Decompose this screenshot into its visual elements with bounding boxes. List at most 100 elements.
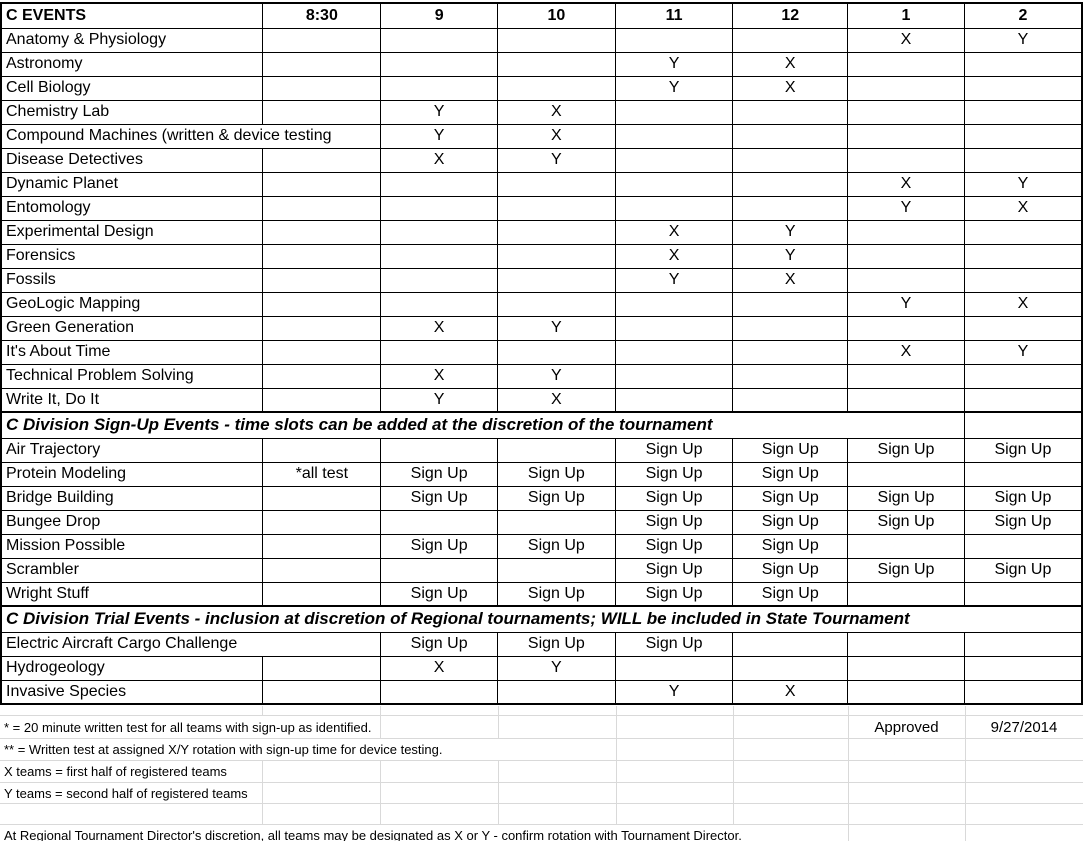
time-slot-cell[interactable] — [847, 147, 965, 173]
time-slot-cell[interactable] — [262, 219, 382, 245]
event-name-cell[interactable]: Compound Machines (written & device test… — [0, 123, 382, 149]
time-slot-cell[interactable]: Sign Up — [497, 581, 616, 607]
time-slot-cell[interactable] — [847, 75, 965, 101]
time-slot-cell[interactable]: Sign Up — [732, 437, 849, 463]
time-slot-cell[interactable]: Y — [614, 267, 734, 293]
time-slot-cell[interactable]: Y — [847, 195, 965, 221]
time-slot-cell[interactable]: X — [963, 291, 1083, 317]
time-slot-cell[interactable] — [497, 243, 616, 269]
time-slot-cell[interactable]: Y — [380, 123, 498, 149]
time-slot-cell[interactable] — [262, 267, 382, 293]
time-slot-cell[interactable] — [732, 339, 849, 365]
time-slot-cell[interactable]: Sign Up — [732, 557, 849, 583]
time-slot-cell[interactable] — [963, 631, 1083, 657]
time-slot-cell[interactable] — [497, 219, 616, 245]
time-slot-cell[interactable]: Sign Up — [847, 557, 965, 583]
time-slot-cell[interactable] — [847, 363, 965, 389]
event-name-cell[interactable]: It's About Time — [0, 339, 264, 365]
event-name-cell[interactable]: Anatomy & Physiology — [0, 27, 264, 53]
time-slot-cell[interactable]: Sign Up — [614, 437, 734, 463]
time-slot-cell[interactable] — [732, 99, 849, 125]
time-slot-cell[interactable]: Sign Up — [963, 557, 1083, 583]
time-slot-cell[interactable] — [614, 171, 734, 197]
time-slot-cell[interactable] — [963, 461, 1083, 487]
time-slot-cell[interactable] — [262, 655, 382, 681]
time-slot-cell[interactable] — [614, 195, 734, 221]
time-slot-cell[interactable]: Sign Up — [614, 631, 734, 657]
time-slot-cell[interactable]: Sign Up — [732, 581, 849, 607]
event-name-cell[interactable]: Disease Detectives — [0, 147, 264, 173]
event-name-cell[interactable]: Bungee Drop — [0, 509, 264, 535]
time-slot-cell[interactable]: Sign Up — [847, 485, 965, 511]
event-name-cell[interactable]: Entomology — [0, 195, 264, 221]
time-slot-cell[interactable]: X — [614, 219, 734, 245]
time-slot-cell[interactable] — [262, 195, 382, 221]
event-name-cell[interactable]: Technical Problem Solving — [0, 363, 264, 389]
section-header-cell[interactable]: C Division Sign-Up Events - time slots c… — [0, 411, 965, 439]
time-header-cell[interactable]: 12 — [732, 2, 849, 29]
time-slot-cell[interactable]: Y — [614, 75, 734, 101]
time-slot-cell[interactable] — [262, 339, 382, 365]
time-slot-cell[interactable] — [614, 339, 734, 365]
time-slot-cell[interactable]: Y — [380, 387, 498, 413]
time-slot-cell[interactable] — [614, 27, 734, 53]
time-slot-cell[interactable]: Sign Up — [963, 509, 1083, 535]
time-slot-cell[interactable] — [380, 195, 498, 221]
time-slot-cell[interactable] — [380, 51, 498, 77]
time-slot-cell[interactable] — [963, 581, 1083, 607]
time-header-cell[interactable]: 8:30 — [262, 2, 382, 29]
time-slot-cell[interactable] — [497, 509, 616, 535]
time-slot-cell[interactable] — [963, 123, 1083, 149]
time-slot-cell[interactable]: X — [847, 339, 965, 365]
time-slot-cell[interactable]: Y — [732, 243, 849, 269]
time-slot-cell[interactable]: Y — [847, 291, 965, 317]
time-slot-cell[interactable]: Sign Up — [847, 509, 965, 535]
time-slot-cell[interactable] — [963, 75, 1083, 101]
time-slot-cell[interactable]: X — [963, 195, 1083, 221]
time-slot-cell[interactable] — [380, 437, 498, 463]
time-header-cell[interactable]: 2 — [963, 2, 1083, 29]
time-slot-cell[interactable] — [497, 557, 616, 583]
time-slot-cell[interactable] — [963, 411, 1083, 439]
time-slot-cell[interactable] — [380, 267, 498, 293]
time-slot-cell[interactable] — [847, 219, 965, 245]
time-header-cell[interactable]: 11 — [614, 2, 734, 29]
time-slot-cell[interactable] — [847, 655, 965, 681]
time-slot-cell[interactable] — [963, 147, 1083, 173]
time-slot-cell[interactable]: Sign Up — [497, 533, 616, 559]
time-slot-cell[interactable] — [497, 171, 616, 197]
section-header-cell[interactable]: C Division Trial Events - inclusion at d… — [0, 605, 1083, 633]
event-name-cell[interactable]: Protein Modeling — [0, 461, 264, 487]
time-slot-cell[interactable]: Sign Up — [614, 581, 734, 607]
time-slot-cell[interactable] — [380, 219, 498, 245]
time-slot-cell[interactable] — [847, 99, 965, 125]
time-slot-cell[interactable]: Sign Up — [614, 509, 734, 535]
time-slot-cell[interactable]: Sign Up — [380, 461, 498, 487]
time-slot-cell[interactable] — [732, 655, 849, 681]
time-header-cell[interactable]: 1 — [847, 2, 965, 29]
time-slot-cell[interactable]: Y — [497, 147, 616, 173]
time-slot-cell[interactable]: X — [847, 27, 965, 53]
time-slot-cell[interactable]: Sign Up — [614, 557, 734, 583]
event-name-cell[interactable]: Fossils — [0, 267, 264, 293]
time-slot-cell[interactable] — [380, 171, 498, 197]
event-name-cell[interactable]: Wright Stuff — [0, 581, 264, 607]
time-slot-cell[interactable]: Y — [380, 99, 498, 125]
time-slot-cell[interactable] — [963, 315, 1083, 341]
time-slot-cell[interactable]: X — [497, 387, 616, 413]
time-slot-cell[interactable] — [847, 387, 965, 413]
time-slot-cell[interactable]: X — [380, 315, 498, 341]
time-slot-cell[interactable] — [847, 243, 965, 269]
time-slot-cell[interactable] — [963, 679, 1083, 705]
time-slot-cell[interactable] — [614, 147, 734, 173]
time-slot-cell[interactable] — [262, 557, 382, 583]
time-slot-cell[interactable] — [732, 195, 849, 221]
time-slot-cell[interactable] — [963, 363, 1083, 389]
time-slot-cell[interactable]: Sign Up — [380, 485, 498, 511]
time-slot-cell[interactable]: Sign Up — [614, 461, 734, 487]
event-name-cell[interactable]: Hydrogeology — [0, 655, 264, 681]
time-slot-cell[interactable] — [732, 291, 849, 317]
time-slot-cell[interactable] — [262, 363, 382, 389]
event-name-cell[interactable]: Forensics — [0, 243, 264, 269]
time-slot-cell[interactable]: Y — [614, 51, 734, 77]
